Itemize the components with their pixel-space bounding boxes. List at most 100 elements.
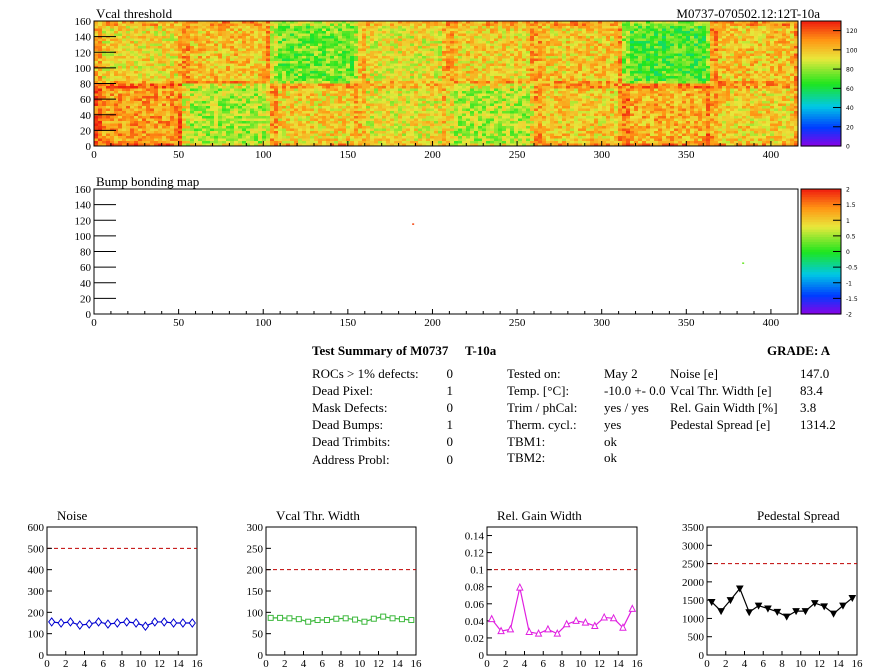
pixel-cell xyxy=(430,51,434,54)
pixel-cell xyxy=(126,111,130,114)
pixel-cell xyxy=(206,58,210,61)
pixel-cell xyxy=(630,36,634,39)
pixel-cell xyxy=(142,28,146,31)
pixel-cell xyxy=(550,31,554,34)
pixel-cell xyxy=(282,23,286,26)
pixel-cell xyxy=(142,138,146,141)
pixel-cell xyxy=(762,81,766,84)
pixel-cell xyxy=(294,26,298,29)
pixel-cell xyxy=(710,63,714,66)
pixel-cell xyxy=(126,56,130,59)
pixel-cell xyxy=(614,23,618,26)
pixel-cell xyxy=(454,36,458,39)
pixel-cell xyxy=(718,58,722,61)
pixel-cell xyxy=(390,21,394,24)
pixel-cell xyxy=(614,33,618,36)
pixel-cell xyxy=(318,58,322,61)
pixel-cell xyxy=(650,71,654,74)
pixel-cell xyxy=(122,141,126,144)
pixel-cell xyxy=(734,58,738,61)
pixel-cell xyxy=(178,76,182,79)
pixel-cell xyxy=(246,33,250,36)
pixel-cell xyxy=(126,83,130,86)
pixel-cell xyxy=(282,58,286,61)
pixel-cell xyxy=(286,36,290,39)
pixel-cell xyxy=(506,68,510,71)
pixel-cell xyxy=(182,31,186,34)
pixel-cell xyxy=(110,26,114,29)
pixel-cell xyxy=(774,58,778,61)
pixel-cell xyxy=(222,33,226,36)
pixel-cell xyxy=(538,28,542,31)
pixel-cell xyxy=(254,36,258,39)
pixel-cell xyxy=(278,71,282,74)
pixel-cell xyxy=(366,51,370,54)
pixel-cell xyxy=(562,21,566,24)
pixel-cell xyxy=(614,58,618,61)
pixel-cell xyxy=(474,78,478,81)
pixel-cell xyxy=(142,68,146,71)
pixel-cell xyxy=(286,26,290,29)
pixel-cell xyxy=(678,48,682,51)
pixel-cell xyxy=(278,36,282,39)
pixel-cell xyxy=(286,23,290,26)
pixel-cell xyxy=(290,46,294,49)
pixel-cell xyxy=(602,76,606,79)
pixel-cell xyxy=(494,61,498,64)
pixel-cell xyxy=(114,21,118,24)
pixel-cell xyxy=(266,56,270,59)
pixel-cell xyxy=(478,56,482,59)
pixel-cell xyxy=(406,53,410,56)
pixel-cell xyxy=(582,76,586,79)
pixel-cell xyxy=(642,38,646,41)
pixel-cell xyxy=(158,113,162,116)
pixel-cell xyxy=(358,41,362,44)
pixel-cell xyxy=(274,58,278,61)
pixel-cell xyxy=(274,56,278,59)
pixel-cell xyxy=(246,71,250,74)
pixel-cell xyxy=(230,83,234,86)
pixel-cell xyxy=(622,73,626,76)
pixel-cell xyxy=(602,61,606,64)
pixel-cell xyxy=(578,33,582,36)
pixel-cell xyxy=(318,31,322,34)
pixel-cell xyxy=(410,68,414,71)
pixel-cell xyxy=(110,73,114,76)
pixel-cell xyxy=(766,76,770,79)
pixel-cell xyxy=(114,98,118,101)
pixel-cell xyxy=(238,58,242,61)
pixel-cell xyxy=(582,48,586,51)
pixel-cell xyxy=(730,41,734,44)
pixel-cell xyxy=(134,121,138,124)
pixel-cell xyxy=(450,61,454,64)
pixel-cell xyxy=(94,21,98,24)
pixel-cell xyxy=(758,56,762,59)
pixel-cell xyxy=(630,51,634,54)
pixel-cell xyxy=(470,43,474,46)
pixel-cell xyxy=(158,66,162,69)
pixel-cell xyxy=(574,63,578,66)
pixel-cell xyxy=(518,38,522,41)
pixel-cell xyxy=(622,38,626,41)
pixel-cell xyxy=(494,41,498,44)
pixel-cell xyxy=(558,68,562,71)
pixel-cell xyxy=(266,66,270,69)
pixel-cell xyxy=(390,33,394,36)
pixel-cell xyxy=(790,71,794,74)
pixel-cell xyxy=(730,73,734,76)
pixel-cell xyxy=(110,66,114,69)
pixel-cell xyxy=(234,83,238,86)
pixel-cell xyxy=(606,28,610,31)
pixel-cell xyxy=(750,48,754,51)
pixel-cell xyxy=(202,83,206,86)
pixel-cell xyxy=(786,78,790,81)
pixel-cell xyxy=(186,86,190,89)
pixel-cell xyxy=(694,28,698,31)
pixel-cell xyxy=(710,61,714,64)
pixel-cell xyxy=(662,43,666,46)
pixel-cell xyxy=(730,43,734,46)
pixel-cell xyxy=(778,78,782,81)
pixel-cell xyxy=(386,41,390,44)
pixel-cell xyxy=(102,88,106,91)
pixel-cell xyxy=(378,38,382,41)
